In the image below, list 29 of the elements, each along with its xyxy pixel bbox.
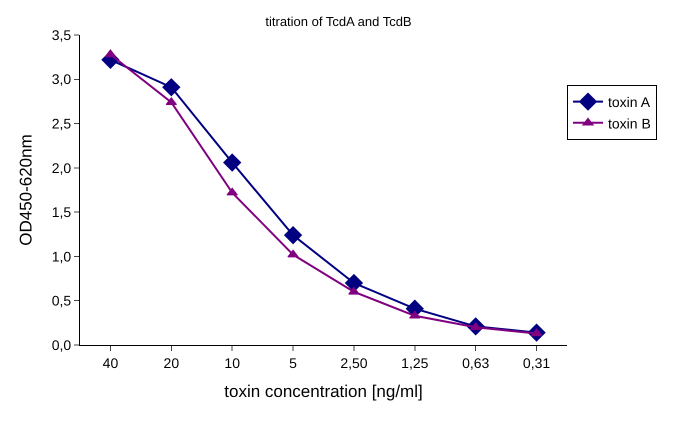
y-axis-title: OD450-620nm bbox=[16, 134, 36, 246]
x-tick-label: 40 bbox=[102, 354, 118, 371]
y-tick-label: 0,5 bbox=[52, 292, 72, 309]
x-tick-label: 5 bbox=[289, 354, 298, 371]
y-tick-label: 1,5 bbox=[52, 204, 72, 220]
point bbox=[409, 310, 421, 319]
point bbox=[223, 154, 242, 172]
y-tick-label: 0,0 bbox=[52, 336, 72, 353]
point bbox=[348, 286, 360, 295]
x-tick-label: 0,63 bbox=[462, 354, 490, 371]
y-tick-label: 2,0 bbox=[52, 160, 72, 176]
x-tick-label: 10 bbox=[224, 354, 240, 371]
point bbox=[344, 274, 363, 292]
x-tick-label: 20 bbox=[164, 354, 180, 371]
chart-title: titration of TcdA and TcdB bbox=[265, 14, 412, 30]
x-tick-label: 2,50 bbox=[340, 354, 368, 371]
x-tick-label: 0,31 bbox=[522, 354, 550, 371]
y-tick-label: 3,0 bbox=[52, 71, 72, 88]
point bbox=[284, 226, 302, 244]
y-tick-label: 3,5 bbox=[52, 26, 72, 43]
point bbox=[166, 97, 178, 106]
x-axis-title: toxin concentration [ng/ml] bbox=[224, 382, 423, 402]
legend-label: toxin A bbox=[608, 94, 651, 110]
y-tick-label: 2,5 bbox=[52, 115, 72, 132]
point bbox=[162, 78, 180, 96]
legend-label: toxin B bbox=[608, 115, 651, 132]
y-tick-label: 1,0 bbox=[52, 248, 72, 264]
x-tick-label: 1,25 bbox=[401, 354, 429, 371]
point bbox=[104, 49, 116, 58]
